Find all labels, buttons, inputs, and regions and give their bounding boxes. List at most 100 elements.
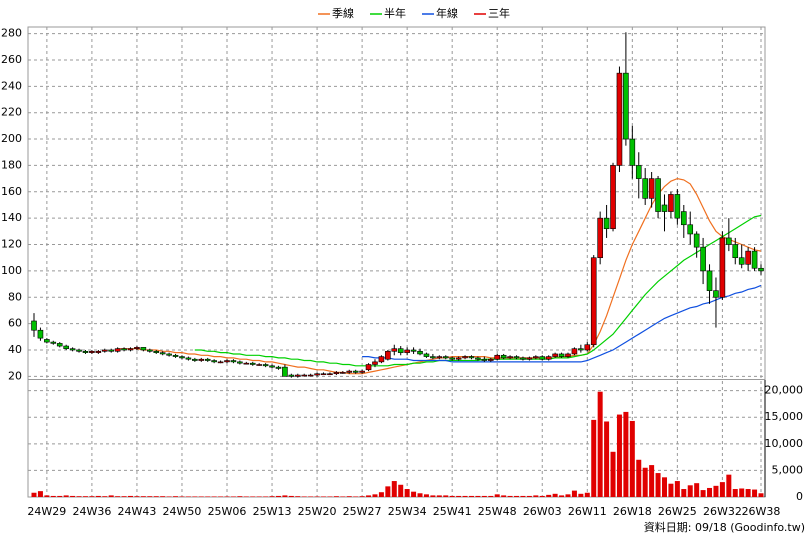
y2-tick-label: 5,000 bbox=[772, 463, 804, 476]
candle-body bbox=[230, 360, 237, 363]
volume-bar bbox=[192, 496, 198, 497]
volume-bar bbox=[655, 473, 661, 497]
x-tick-label: 25W13 bbox=[253, 505, 292, 518]
candle-body bbox=[262, 364, 269, 367]
volume-bar bbox=[160, 496, 166, 497]
candle-body bbox=[37, 329, 44, 339]
y2-tick-label: 10,000 bbox=[765, 437, 804, 450]
volume-bar bbox=[250, 496, 256, 497]
volume-bar bbox=[372, 494, 378, 497]
volume-bar bbox=[417, 493, 423, 497]
volume-bar bbox=[128, 495, 134, 497]
candle-body bbox=[50, 341, 57, 344]
volume-bar bbox=[462, 495, 468, 497]
candle-body bbox=[340, 372, 346, 374]
candle-body bbox=[417, 351, 423, 355]
volume-bar bbox=[597, 391, 603, 497]
candle-body bbox=[430, 356, 436, 359]
candle-body bbox=[185, 357, 192, 360]
y-tick-label: 180 bbox=[1, 158, 22, 171]
candle-body bbox=[539, 356, 546, 360]
candle-body bbox=[237, 361, 243, 364]
volume-bar bbox=[211, 496, 217, 497]
x-tick-label: 25W41 bbox=[433, 505, 472, 518]
candle-body bbox=[648, 178, 655, 199]
volume-bar bbox=[604, 421, 610, 497]
volume-bar bbox=[327, 496, 333, 497]
volume-bar bbox=[758, 493, 764, 497]
volume-bar bbox=[514, 495, 520, 497]
y-tick-label: 40 bbox=[8, 343, 22, 356]
y-tick-label: 140 bbox=[1, 211, 22, 224]
volume-bar bbox=[63, 495, 69, 497]
volume-bar bbox=[732, 489, 738, 497]
volume-bar bbox=[340, 496, 346, 497]
volume-bar bbox=[539, 495, 545, 497]
candle-body bbox=[224, 360, 230, 363]
volume-bar bbox=[526, 495, 532, 497]
candle-body bbox=[82, 351, 89, 353]
x-tick-label: 26W38 bbox=[742, 505, 781, 518]
candle-body bbox=[494, 354, 501, 360]
candle-body bbox=[346, 370, 353, 373]
volume-bar bbox=[436, 495, 442, 497]
volume-bar bbox=[475, 495, 481, 497]
volume-bar bbox=[404, 489, 410, 497]
candle-body bbox=[680, 211, 687, 226]
volume-bar bbox=[263, 496, 269, 497]
candle-body bbox=[513, 356, 520, 359]
volume-bar bbox=[366, 495, 372, 497]
volume-bar bbox=[681, 489, 687, 497]
volume-bar bbox=[269, 496, 275, 497]
candle-body bbox=[745, 250, 751, 265]
y-tick-label: 220 bbox=[1, 106, 22, 119]
candle-body bbox=[713, 290, 719, 298]
candle-body bbox=[475, 357, 481, 360]
volume-bar bbox=[346, 496, 352, 497]
volume-bar bbox=[398, 484, 404, 497]
candle-body bbox=[487, 358, 494, 361]
volume-bar bbox=[301, 496, 307, 497]
candle-body bbox=[642, 178, 648, 199]
volume-bar bbox=[546, 494, 552, 497]
candle-body bbox=[449, 357, 455, 360]
volume-bar bbox=[70, 495, 76, 497]
candle-body bbox=[166, 353, 172, 356]
candle-body bbox=[545, 356, 552, 360]
volume-bar bbox=[95, 495, 101, 497]
candle-body bbox=[442, 356, 449, 359]
x-tick-label: 24W50 bbox=[163, 505, 202, 518]
candle-body bbox=[455, 357, 462, 360]
volume-bar bbox=[295, 496, 301, 497]
volume-bar bbox=[707, 487, 713, 497]
candle-body bbox=[578, 348, 584, 351]
candle-body bbox=[121, 348, 127, 351]
candle-body bbox=[385, 351, 391, 360]
y-tick-label: 160 bbox=[1, 185, 22, 198]
volume-bar bbox=[378, 492, 384, 497]
volume-bar bbox=[552, 493, 558, 497]
x-tick-label: 26W11 bbox=[568, 505, 607, 518]
volume-bar bbox=[488, 495, 494, 497]
candle-body bbox=[320, 373, 327, 376]
volume-bar bbox=[533, 495, 539, 497]
candle-body bbox=[127, 348, 134, 351]
candle-body bbox=[56, 343, 63, 347]
volume-bar bbox=[456, 495, 462, 497]
volume-bar bbox=[275, 495, 281, 497]
volume-bar bbox=[719, 482, 725, 497]
candle-body bbox=[44, 339, 50, 343]
volume-bar bbox=[134, 496, 140, 497]
volume-bar bbox=[610, 451, 616, 497]
candle-body bbox=[726, 237, 732, 245]
volume-bar bbox=[230, 496, 236, 497]
volume-bar bbox=[694, 483, 700, 497]
candle-body bbox=[134, 347, 140, 349]
volume-bar bbox=[674, 481, 680, 497]
candle-body bbox=[526, 357, 533, 360]
candle-body bbox=[597, 217, 603, 259]
candle-body bbox=[552, 353, 558, 357]
candle-body bbox=[288, 374, 295, 377]
candle-body bbox=[468, 356, 475, 359]
y-tick-label: 60 bbox=[8, 317, 22, 330]
